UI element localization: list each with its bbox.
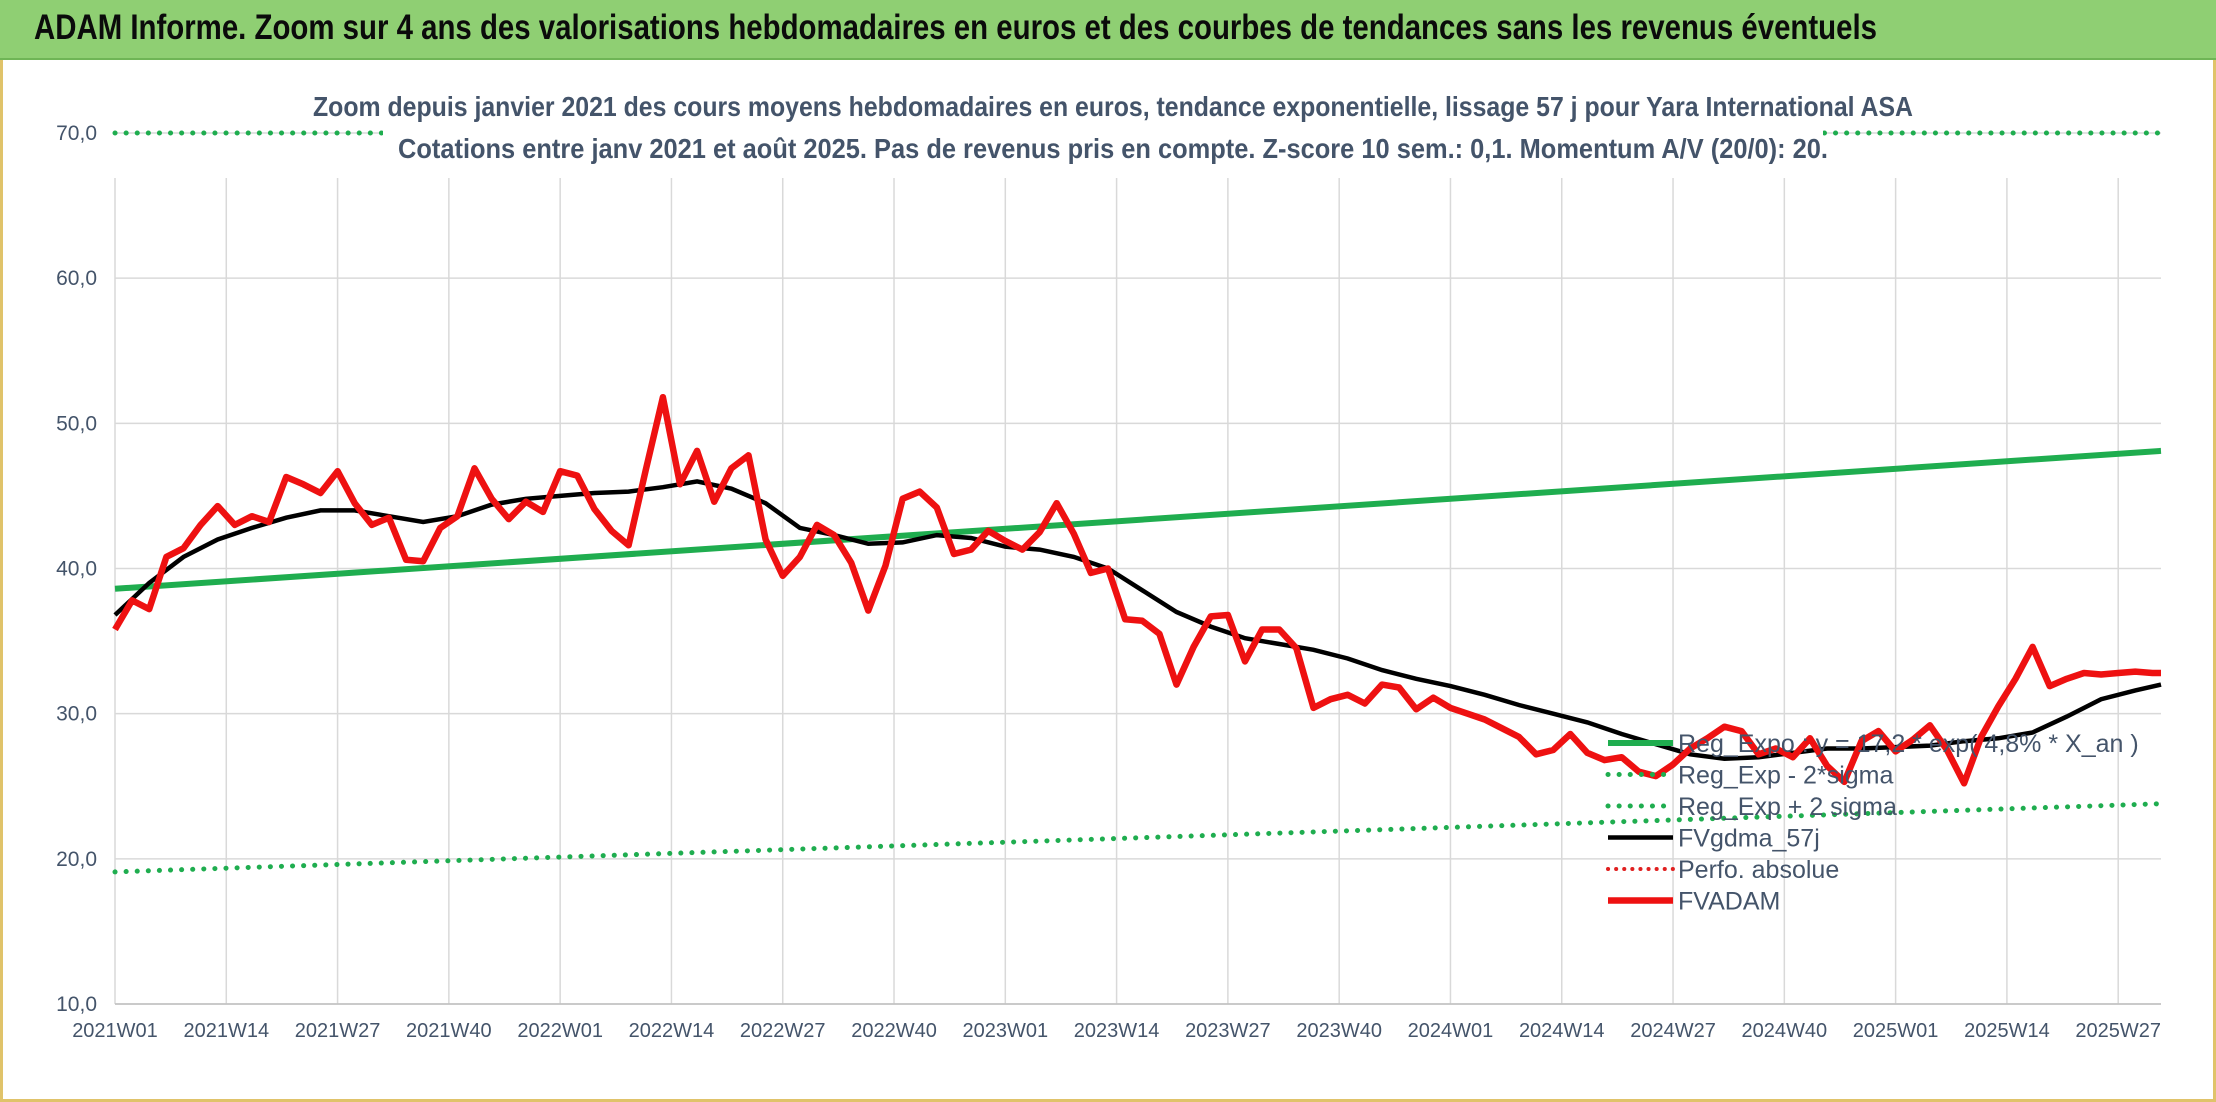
x-axis: 2021W01 2021W14 2021W27 2021W40 2022W01 2022W…	[72, 1003, 2161, 1042]
x-tick-label: 2022W27	[740, 1020, 826, 1042]
x-tick-label: 2021W01	[72, 1020, 158, 1042]
title-line1-bg	[299, 86, 1909, 126]
x-tick-label: 2025W01	[1853, 1020, 1939, 1042]
x-tick-label: 2023W14	[1074, 1020, 1160, 1042]
x-tick-label: 2024W14	[1519, 1020, 1605, 1042]
x-tick-label: 2021W40	[406, 1020, 492, 1042]
title-line2-bg	[383, 128, 1823, 168]
chart-svg: 10,020,030,040,050,060,070,0 2021W01 2021…	[56, 86, 2164, 1042]
x-tick-label: 2021W14	[183, 1020, 269, 1042]
legend-label-2: Reg_Exp - 2*sigma	[1678, 762, 1893, 790]
x-tick-label: 2021W27	[295, 1020, 381, 1042]
series-line-2	[112, 801, 2164, 875]
chart-legend: Reg_Expo : y = 17,2 * exp( 4,8% * X_an )…	[1605, 730, 2139, 916]
legend-label-5: Perfo. absolue	[1678, 856, 1839, 884]
x-tick-label: 2023W27	[1185, 1020, 1271, 1042]
report-title: ADAM Informe. Zoom sur 4 ans des valoris…	[34, 8, 1878, 47]
x-tick-label: 2025W27	[2075, 1020, 2161, 1042]
chart-title-line1: Zoom depuis janvier 2021 des cours moyen…	[313, 91, 1913, 122]
series-line-1	[114, 447, 2162, 592]
x-tick-label: 2024W27	[1630, 1020, 1716, 1042]
y-tick-label: 30,0	[56, 703, 97, 726]
chart-title-block: Zoom depuis janvier 2021 des cours moyen…	[299, 86, 1913, 168]
y-axis: 10,0 20,0 30,0 40,0 50,0 60,0 70,0	[56, 122, 97, 1016]
x-tick-label: 2025W14	[1964, 1020, 2050, 1042]
legend-label-6: FVADAM	[1678, 888, 1780, 916]
x-tick-label: 2023W40	[1296, 1020, 1382, 1042]
legend-label-1: Reg_Expo : y = 17,2 * exp( 4,8% * X_an )	[1678, 730, 2139, 758]
y-tick-label: 50,0	[56, 412, 97, 435]
report-banner: ADAM Informe. Zoom sur 4 ans des valoris…	[0, 0, 2216, 60]
legend-label-4: FVgdma_57j	[1678, 825, 1820, 853]
series-line-6	[112, 393, 2161, 787]
y-tick-label: 70,0	[56, 122, 97, 145]
x-tick-label: 2023W01	[962, 1020, 1048, 1042]
x-tick-label: 2022W40	[851, 1020, 937, 1042]
y-tick-label: 40,0	[56, 558, 97, 581]
chart-grid	[114, 132, 2161, 1005]
x-tick-label: 2022W01	[517, 1020, 603, 1042]
x-tick-label: 2022W14	[629, 1020, 715, 1042]
y-tick-label: 20,0	[56, 848, 97, 871]
chart-frame: 10,0 20,0 30,0 40,0 50,0 60,0 70,0 2021W01 2021…	[0, 60, 2216, 1102]
legend-label-3: Reg_Exp + 2 sigma	[1678, 793, 1897, 821]
chart-title-line2: Cotations entre janv 2021 et août 2025. …	[398, 133, 1828, 164]
x-tick-label: 2024W40	[1742, 1020, 1828, 1042]
x-tick-label: 2024W01	[1408, 1020, 1494, 1042]
y-tick-label: 10,0	[56, 993, 97, 1016]
y-tick-label: 60,0	[56, 267, 97, 290]
